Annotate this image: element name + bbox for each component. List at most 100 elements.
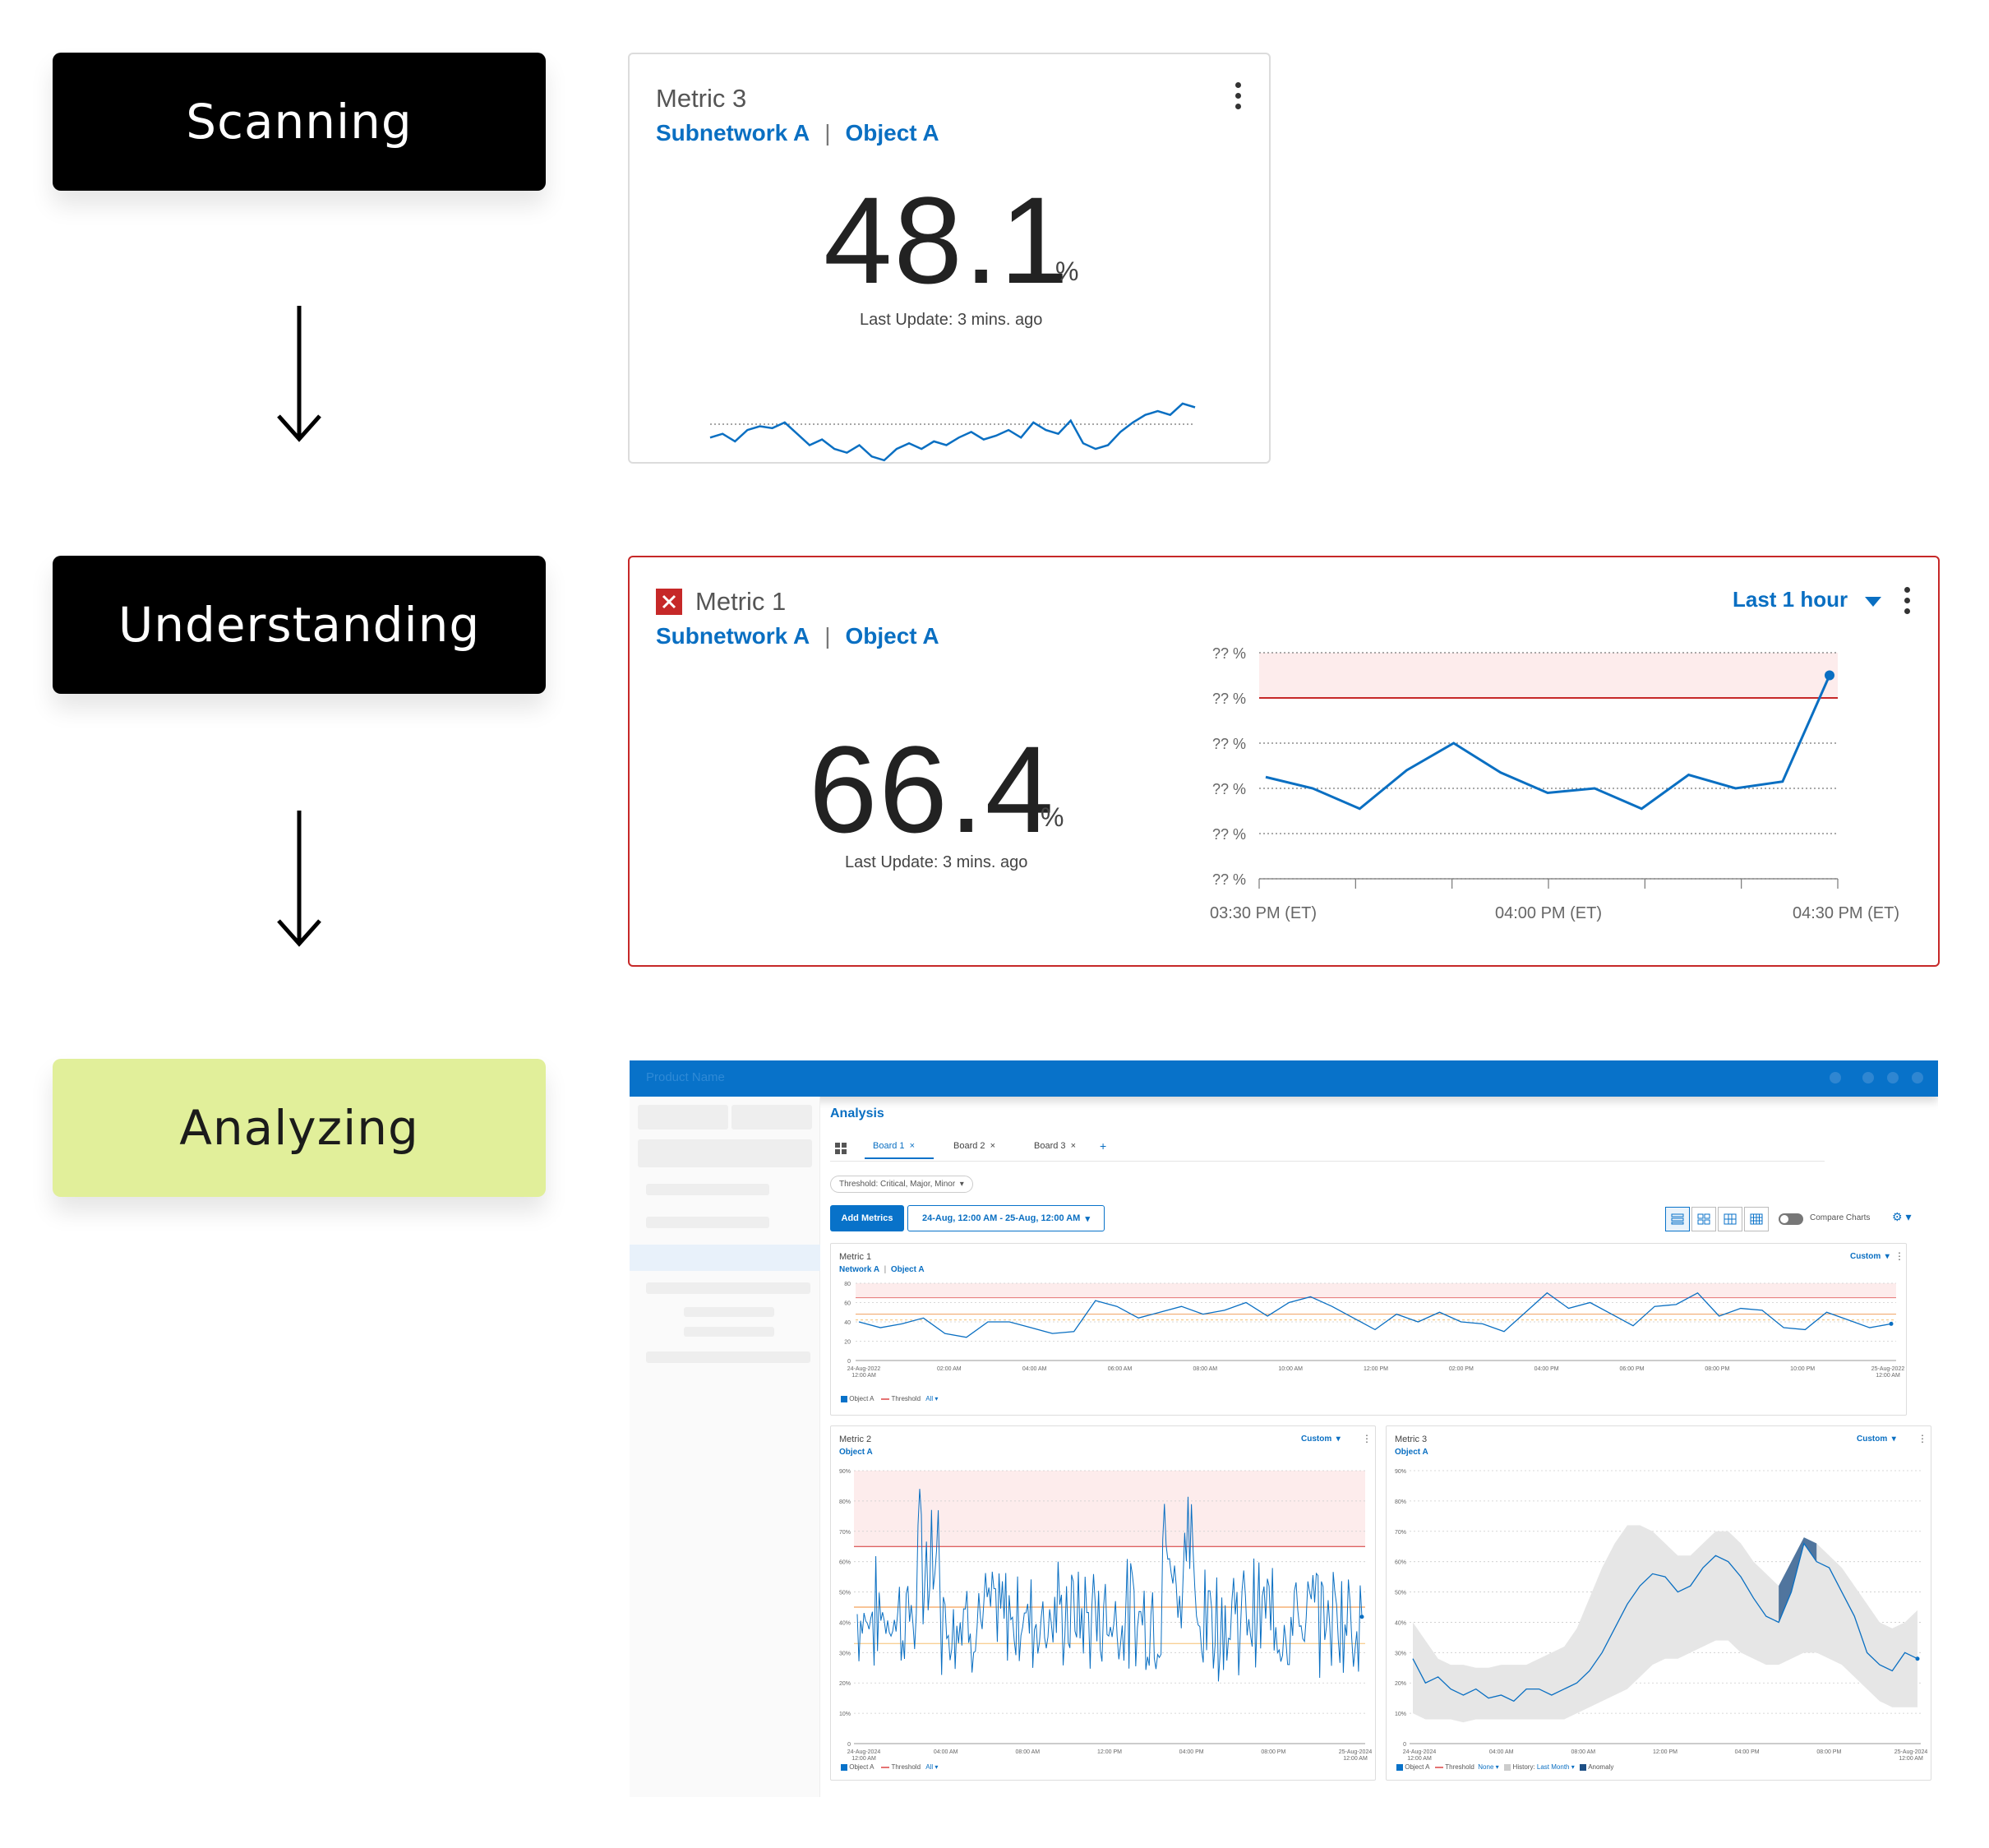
x-tick-label: 12:00 PM [1097, 1749, 1122, 1755]
layout-grid-4-icon[interactable] [1744, 1207, 1769, 1231]
more-vert-icon[interactable] [1902, 587, 1912, 623]
metric-2-chart: 90%80%70%60%50%40%30%20%10%024-Aug-20241… [839, 1469, 1372, 1762]
y-tick-label: 60% [1395, 1560, 1406, 1566]
y-tick-label: 50% [1395, 1591, 1406, 1596]
metric-title: Metric 1 [695, 587, 787, 616]
layout-grid-2-icon[interactable] [1691, 1207, 1716, 1231]
add-tab-button[interactable]: + [1100, 1139, 1107, 1153]
metric-3-chart: 90%80%70%60%50%40%30%20%10%024-Aug-20241… [1395, 1469, 1928, 1762]
panel-metric-3: Metric 3 Object A Custom ▾ ⋮ 90% 80% 70% 60… [1386, 1425, 1931, 1781]
gear-icon[interactable]: ⚙ ▾ [1892, 1210, 1912, 1223]
close-icon[interactable]: × [990, 1141, 996, 1151]
x-tick-label: 02:00 AM [937, 1366, 962, 1372]
latest-point [1915, 1656, 1920, 1661]
metric-series [1265, 674, 1831, 811]
compare-charts-label: Compare Charts [1810, 1213, 1871, 1222]
app-header: Product Name [630, 1060, 1938, 1097]
x-tick-label: 04:00 PM [1534, 1366, 1559, 1372]
x-tick-label: 08:00 AM [1193, 1366, 1218, 1372]
x-tick-label: 04:00 AM [1489, 1749, 1514, 1755]
y-tick-label: 60% [839, 1560, 851, 1566]
x-tick-label: 12:00 AM [851, 1756, 876, 1762]
layout-grid-3-icon[interactable] [1718, 1207, 1742, 1231]
object-link[interactable]: Object A [845, 120, 939, 146]
close-icon[interactable]: × [909, 1141, 916, 1151]
x-tick-label: 08:00 PM [1261, 1749, 1285, 1755]
arrow-down-icon [277, 306, 321, 442]
more-vert-icon[interactable]: ⋮ [1917, 1433, 1927, 1444]
y-tick-label: ?? % [1212, 691, 1246, 707]
history-band [1413, 1525, 1917, 1723]
x-tick-label: 12:00 AM [1407, 1756, 1432, 1762]
y-tick-label: 30% [1395, 1651, 1406, 1656]
y-tick-label: 90% [839, 1469, 851, 1475]
x-tick-label: 25-Aug-2022 [1871, 1366, 1905, 1372]
y-tick-label: 40 [844, 1320, 851, 1326]
x-tick-label: 24-Aug-2024 [847, 1749, 881, 1755]
stage-label: Scanning [186, 94, 413, 150]
chart-legend: Object A Threshold All ▾ [841, 1763, 938, 1771]
anomaly-region [1779, 1537, 1817, 1623]
time-range-dropdown[interactable]: Last 1 hour [1733, 587, 1882, 612]
caret-down-icon [1865, 597, 1882, 607]
compare-charts-toggle[interactable] [1779, 1213, 1803, 1225]
panel-title: Metric 3 [1395, 1435, 1428, 1444]
metric-card-scanning[interactable]: Metric 3 Subnetwork A | Object A 48.1 % La… [628, 53, 1271, 464]
latest-point [1825, 670, 1834, 681]
more-vert-icon[interactable] [1233, 82, 1243, 118]
metric-value: 48.1 [824, 171, 1070, 309]
x-tick-label: 12:00 AM [851, 1373, 876, 1379]
user-icon[interactable] [1912, 1072, 1923, 1083]
chart-legend: Object A Threshold None ▾ History: Last … [1396, 1763, 1613, 1771]
breadcrumb-separator: | [824, 623, 831, 649]
stage-analyzing: Analyzing [53, 1059, 546, 1197]
alert-x-icon [656, 589, 682, 615]
chart-legend: Object A Threshold All ▾ [841, 1395, 938, 1402]
x-tick-label: 03:30 PM (ET) [1210, 904, 1317, 922]
subnetwork-link[interactable]: Subnetwork A [656, 623, 810, 649]
x-tick-label: 08:00 AM [1571, 1749, 1596, 1755]
object-link[interactable]: Object A [845, 623, 939, 649]
y-tick-label: 20 [844, 1340, 851, 1346]
panel-metric-1: Metric 1 Network A | Object A Custom ▾ ⋮… [830, 1243, 1907, 1416]
panel-metric-2: Metric 2 Object A Custom ▾ ⋮ 90% 80% 70% 60… [830, 1425, 1376, 1781]
custom-range-dropdown[interactable]: Custom ▾ [1301, 1435, 1341, 1444]
export-icon[interactable] [1862, 1072, 1874, 1083]
search-icon[interactable] [1830, 1072, 1841, 1083]
x-tick-label: 12:00 AM [1899, 1756, 1923, 1762]
boards-grid-icon[interactable] [835, 1143, 847, 1154]
custom-range-dropdown[interactable]: Custom ▾ [1850, 1252, 1890, 1261]
threshold-band [1259, 653, 1838, 698]
latest-point [1889, 1321, 1894, 1326]
date-range-picker[interactable]: 24-Aug, 12:00 AM - 25-Aug, 12:00 AM ▾ [907, 1205, 1105, 1231]
time-range-label: Last 1 hour [1733, 587, 1848, 612]
tab-board-2[interactable]: Board 2 × [953, 1141, 996, 1151]
y-tick-label: 20% [839, 1681, 851, 1687]
custom-range-dropdown[interactable]: Custom ▾ [1857, 1435, 1896, 1444]
x-tick-label: 04:00 AM [1022, 1366, 1047, 1372]
more-vert-icon[interactable]: ⋮ [1894, 1250, 1904, 1262]
metric-series [856, 1489, 1363, 1682]
more-vert-icon[interactable]: ⋮ [1362, 1433, 1372, 1444]
tab-board-3[interactable]: Board 3 × [1034, 1141, 1077, 1151]
layout-rows-icon[interactable] [1665, 1207, 1690, 1231]
x-tick-label: 25-Aug-2024 [1894, 1749, 1928, 1755]
settings-icon[interactable] [1887, 1072, 1899, 1083]
subnetwork-link[interactable]: Subnetwork A [656, 120, 810, 146]
threshold-filter[interactable]: Threshold: Critical, Major, Minor ▾ [830, 1176, 973, 1193]
latest-point [1359, 1615, 1364, 1619]
x-tick-label: 06:00 AM [1108, 1366, 1133, 1372]
close-icon[interactable]: × [1070, 1141, 1077, 1151]
y-tick-label: ?? % [1212, 781, 1246, 797]
metric-card-understanding[interactable]: Metric 1 Subnetwork A | Object A Last 1 ho… [628, 556, 1940, 967]
panel-subtitle[interactable]: Object A [1395, 1448, 1428, 1457]
metric-line-chart: ?? % ?? % ?? % ?? % ?? % ?? % 03:30 PM (ET) 04:… [1210, 645, 1899, 922]
x-tick-label: 12:00 PM [1364, 1366, 1388, 1372]
tab-board-1[interactable]: Board 1 × [873, 1141, 916, 1151]
add-metrics-button[interactable]: Add Metrics [830, 1205, 904, 1231]
y-tick-label: 60 [844, 1301, 851, 1307]
y-tick-label: 30% [839, 1651, 851, 1656]
panel-subtitle[interactable]: Object A [839, 1448, 873, 1457]
y-tick-label: ?? % [1212, 645, 1246, 662]
